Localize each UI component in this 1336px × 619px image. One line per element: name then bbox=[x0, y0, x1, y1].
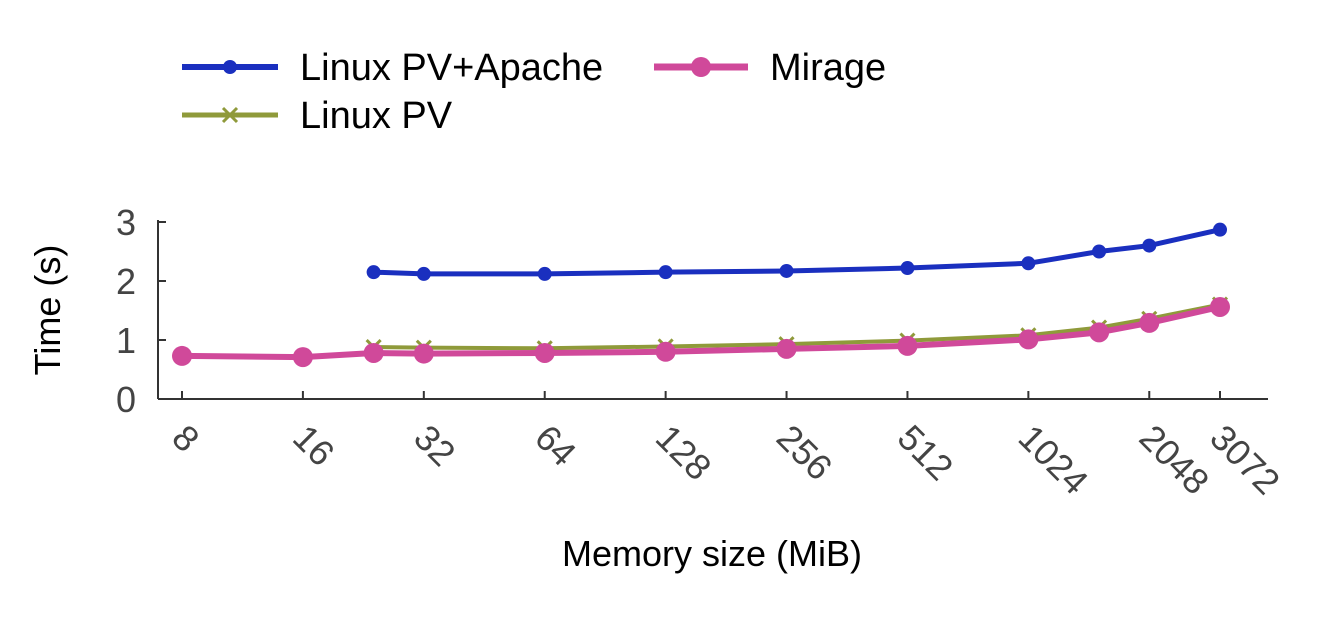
series-linux-pv-apache bbox=[366, 222, 1227, 281]
data-point bbox=[172, 345, 192, 366]
legend-label: Mirage bbox=[770, 47, 886, 89]
y-tick-label: 1 bbox=[116, 320, 136, 361]
data-point bbox=[1092, 244, 1107, 259]
data-point bbox=[366, 265, 381, 280]
data-point bbox=[1210, 296, 1230, 317]
data-point bbox=[537, 266, 552, 281]
data-point bbox=[363, 342, 384, 363]
series-layer bbox=[172, 222, 1230, 368]
legend-label: Linux PV+Apache bbox=[300, 47, 603, 89]
data-point bbox=[900, 261, 915, 276]
series-mirage bbox=[172, 296, 1230, 368]
legend-marker bbox=[223, 60, 237, 74]
x-tick-label: 3072 bbox=[1202, 417, 1288, 503]
data-point bbox=[658, 265, 673, 280]
data-point bbox=[1139, 312, 1160, 333]
x-tick-label: 128 bbox=[648, 417, 719, 488]
data-point bbox=[1089, 322, 1110, 343]
data-point bbox=[1142, 238, 1157, 253]
data-point bbox=[776, 338, 797, 359]
x-tick-label: 16 bbox=[285, 417, 342, 474]
legend-item: Mirage bbox=[654, 47, 886, 89]
data-point bbox=[779, 263, 794, 278]
series-line bbox=[373, 302, 1221, 351]
data-point bbox=[416, 266, 431, 281]
y-tick-label: 0 bbox=[116, 379, 136, 420]
y-axis-label: Time (s) bbox=[27, 245, 68, 376]
legend-marker bbox=[691, 57, 711, 77]
legend-marker bbox=[221, 106, 239, 124]
legend: Linux PV+Apache Mirage Linux PV bbox=[182, 47, 886, 137]
x-tick-label: 1024 bbox=[1011, 417, 1097, 503]
data-point bbox=[1018, 329, 1039, 350]
legend-label: Linux PV bbox=[300, 95, 453, 137]
x-tick-label: 256 bbox=[769, 417, 840, 488]
data-point bbox=[534, 342, 555, 363]
x-axis-label: Memory size (MiB) bbox=[562, 533, 862, 574]
data-point bbox=[1021, 256, 1036, 271]
x-tick-label: 512 bbox=[890, 417, 961, 488]
data-point bbox=[413, 343, 434, 364]
x-tick-label: 8 bbox=[164, 417, 207, 460]
x-tick-label: 64 bbox=[527, 417, 584, 474]
series-line bbox=[373, 227, 1221, 277]
data-point bbox=[897, 335, 918, 356]
data-point bbox=[1213, 222, 1227, 237]
data-point bbox=[292, 347, 313, 368]
y-tick-label: 3 bbox=[116, 202, 136, 243]
legend-item: Linux PV+Apache bbox=[182, 47, 603, 89]
legend-item: Linux PV bbox=[182, 95, 453, 137]
x-tick-label: 2048 bbox=[1132, 417, 1218, 503]
data-point bbox=[655, 341, 676, 362]
y-tick-label: 2 bbox=[116, 261, 136, 302]
x-tick-label: 32 bbox=[406, 417, 463, 474]
